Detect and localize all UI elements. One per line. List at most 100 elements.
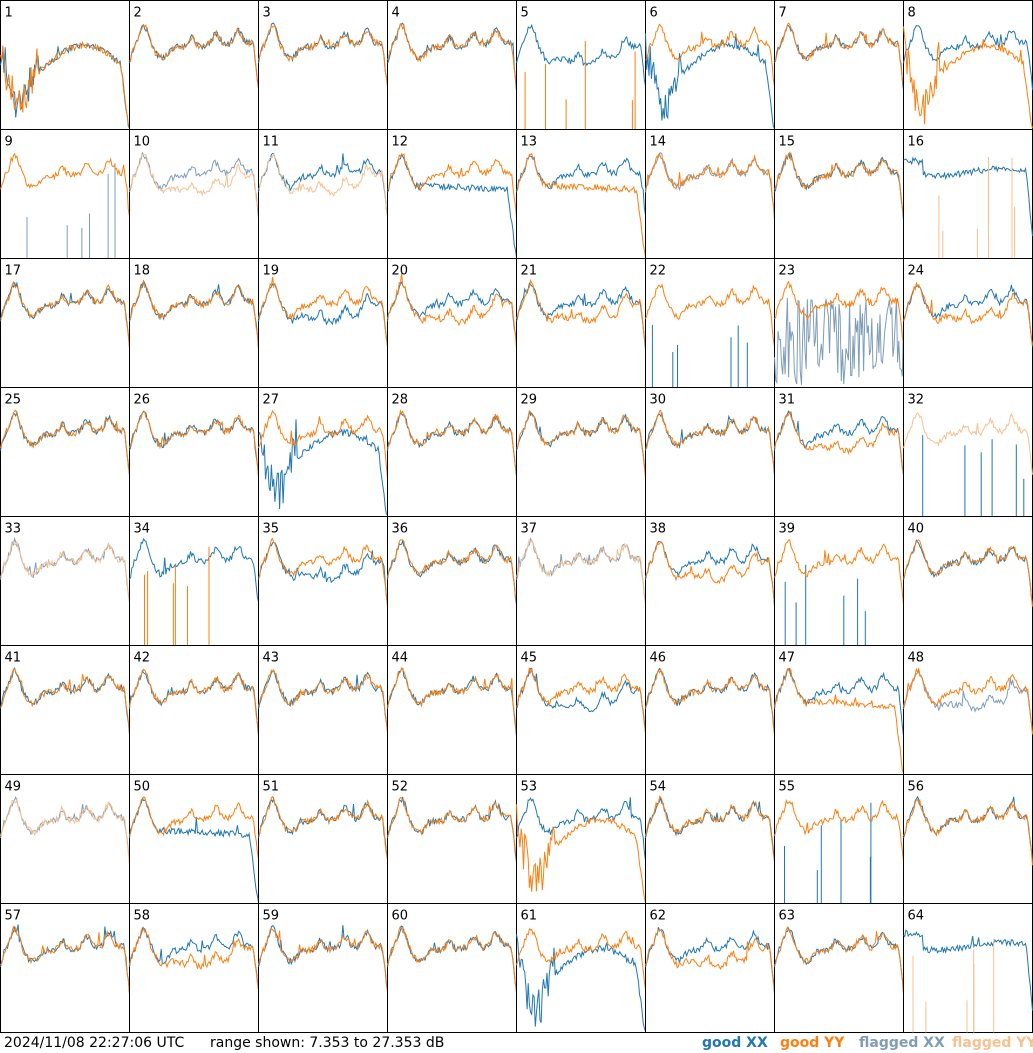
panel-label: 15	[779, 135, 796, 150]
yy-trace	[0, 925, 130, 993]
panel-frame	[516, 903, 646, 1033]
panel-frame	[903, 774, 1033, 904]
panel-label: 28	[392, 393, 409, 408]
panel-frame	[258, 129, 388, 259]
panel-35: 35	[258, 516, 388, 646]
panel-8: 8	[903, 0, 1033, 130]
panel-label: 63	[779, 909, 796, 924]
panel-label: 44	[392, 651, 409, 666]
panel-frame	[387, 774, 517, 904]
panel-label: 19	[263, 264, 280, 279]
yy-trace	[387, 925, 517, 994]
panel-9: 9	[0, 129, 130, 259]
panel-24: 24	[903, 258, 1033, 388]
panel-61: 61	[516, 903, 646, 1033]
panel-frame	[516, 258, 646, 388]
xx-trace	[645, 33, 775, 129]
yy-trace	[0, 797, 130, 866]
panel-29: 29	[516, 387, 646, 517]
xx-trace	[387, 281, 517, 337]
legend-good-xx: good XX	[702, 1035, 768, 1051]
yy-trace	[903, 412, 1033, 475]
panel-frame	[516, 774, 646, 904]
panel-frame	[516, 387, 646, 517]
yy-trace	[0, 668, 130, 733]
yy-trace	[0, 539, 130, 602]
panel-label: 12	[392, 135, 409, 150]
panel-label: 8	[908, 6, 916, 21]
yy-trace	[516, 152, 646, 258]
panel-label: 35	[263, 522, 280, 537]
panel-frame	[645, 516, 775, 646]
panel-label: 20	[392, 264, 409, 279]
panel-51: 51	[258, 774, 388, 904]
legend-flagged-xx: flagged XX	[859, 1035, 945, 1051]
panel-frame	[129, 129, 259, 259]
panel-39: 39	[774, 516, 904, 646]
panel-label: 56	[908, 780, 925, 795]
panel-frame	[0, 0, 130, 130]
panel-21: 21	[516, 258, 646, 388]
yy-trace	[645, 795, 775, 861]
panel-7: 7	[774, 0, 904, 130]
xx-trace	[129, 537, 259, 602]
panel-54: 54	[645, 774, 775, 904]
yy-trace	[903, 667, 1033, 735]
panel-31: 31	[774, 387, 904, 517]
panel-14: 14	[645, 129, 775, 259]
panel-label: 38	[650, 522, 667, 537]
panel-label: 16	[908, 135, 925, 150]
panel-36: 36	[387, 516, 517, 646]
panel-frame	[645, 774, 775, 904]
panel-label: 43	[263, 651, 280, 666]
panel-label: 6	[650, 6, 658, 21]
panel-label: 54	[650, 780, 667, 795]
yy-trace	[387, 409, 517, 476]
panel-label: 39	[779, 522, 796, 537]
xx-trace	[516, 23, 646, 87]
panel-frame	[387, 258, 517, 388]
panel-label: 61	[521, 909, 538, 924]
panel-label: 60	[392, 909, 409, 924]
panel-frame	[129, 645, 259, 775]
panel-label: 36	[392, 522, 409, 537]
yy-trace	[258, 537, 388, 607]
panel-33: 33	[0, 516, 130, 646]
panel-label: 51	[263, 780, 280, 795]
panel-50: 50	[129, 774, 259, 904]
yy-trace	[774, 151, 904, 217]
yy-trace	[774, 280, 904, 344]
panel-label: 48	[908, 651, 925, 666]
yy-trace	[516, 804, 646, 903]
panel-27: 27	[258, 387, 388, 517]
xx-trace	[774, 298, 904, 385]
panel-58: 58	[129, 903, 259, 1033]
panel-label: 25	[5, 393, 22, 408]
panel-label: 17	[5, 264, 22, 279]
yy-trace	[258, 152, 388, 218]
panel-label: 49	[5, 780, 22, 795]
panel-frame	[0, 516, 130, 646]
yy-trace	[387, 152, 517, 218]
yy-trace	[129, 925, 259, 991]
panel-label: 2	[134, 6, 142, 21]
panel-23: 23	[774, 258, 904, 388]
xx-trace	[516, 934, 646, 1032]
panel-frame	[129, 0, 259, 130]
panel-42: 42	[129, 645, 259, 775]
panel-49: 49	[0, 774, 130, 904]
yy-trace	[516, 538, 646, 605]
timestamp: 2024/11/08 22:27:06 UTC	[4, 1035, 185, 1051]
panel-frame	[516, 129, 646, 259]
yy-trace	[774, 926, 904, 995]
panel-frame	[903, 258, 1033, 388]
panel-48: 48	[903, 645, 1033, 775]
yy-trace	[387, 796, 517, 860]
xx-trace	[516, 282, 646, 350]
panel-frame	[258, 0, 388, 130]
panel-frame	[645, 0, 775, 130]
footer: 2024/11/08 22:27:06 UTC range shown: 7.3…	[0, 1033, 1033, 1053]
panel-label: 14	[650, 135, 667, 150]
panel-label: 29	[521, 393, 538, 408]
yy-trace	[129, 411, 259, 477]
